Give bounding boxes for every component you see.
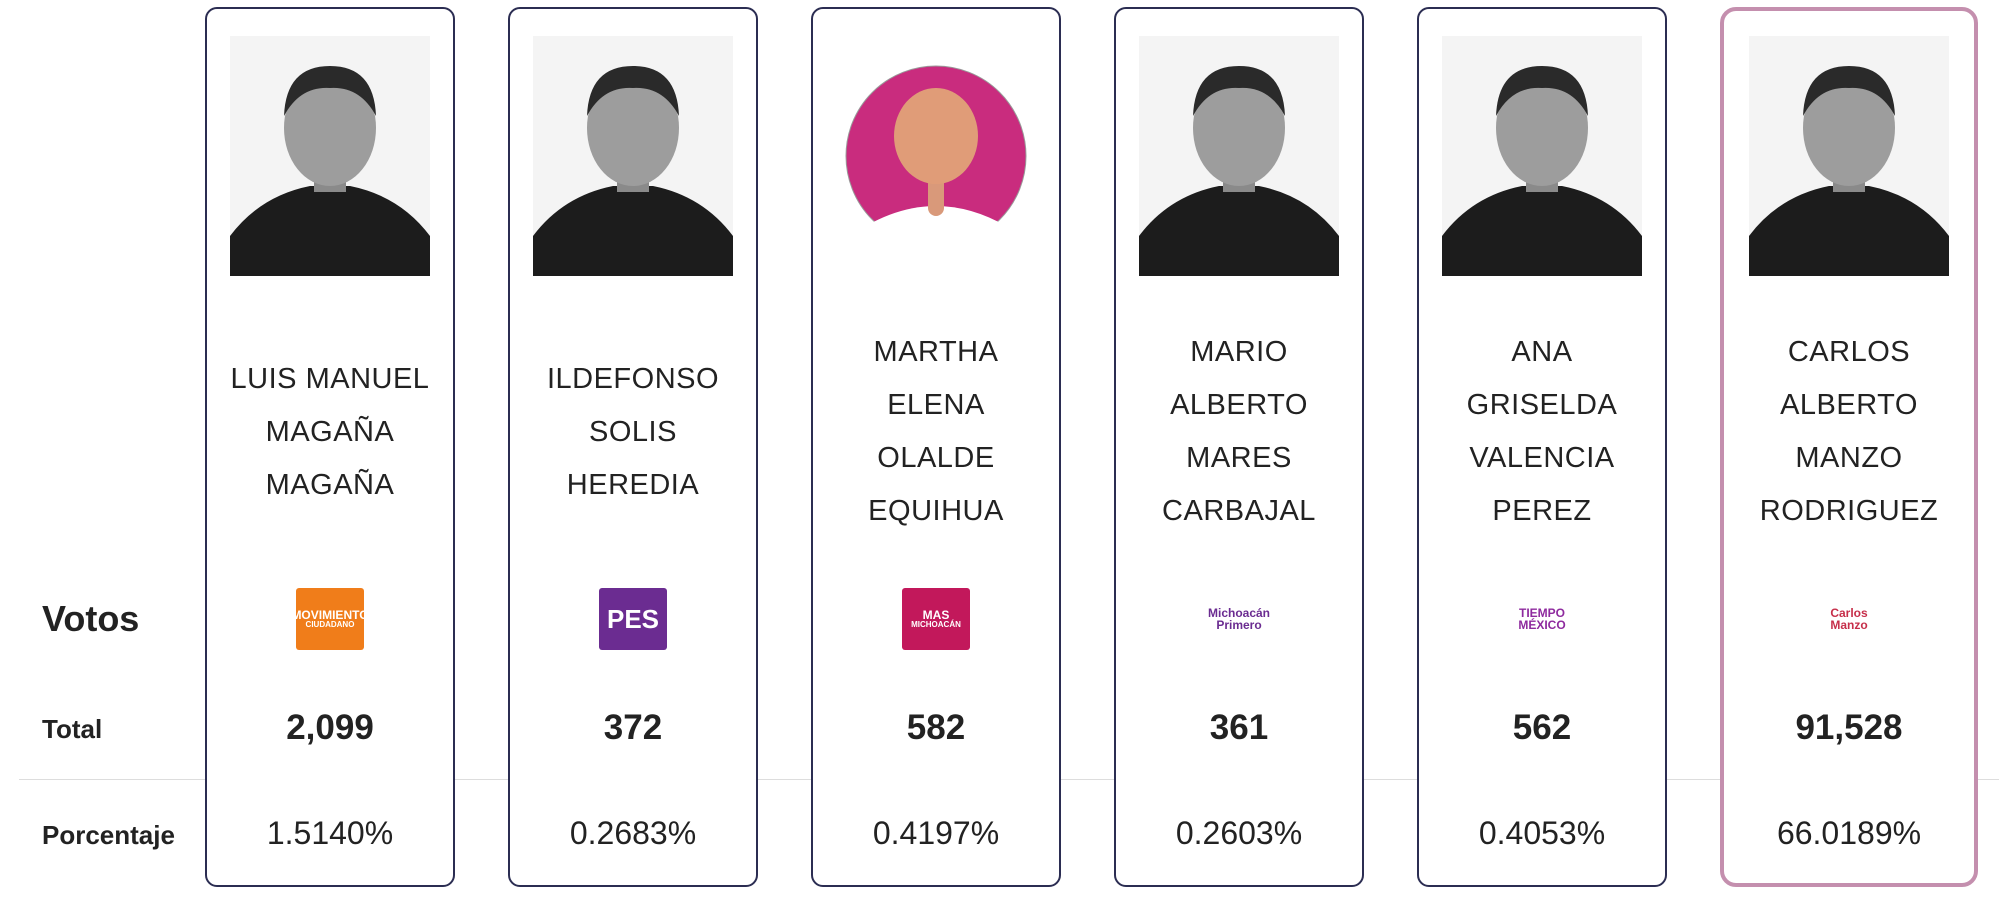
party-logo-text: CIUDADANO xyxy=(305,620,355,629)
party-logo-text: PES xyxy=(606,604,660,634)
candidate-name: VALENCIA xyxy=(1469,442,1615,474)
total-label: Total xyxy=(42,714,103,744)
vote-total: 91,528 xyxy=(1795,708,1903,747)
party-logo-text: MÉXICO xyxy=(1518,618,1566,632)
photo-shape xyxy=(587,70,679,186)
photo-shape xyxy=(1496,70,1588,186)
vote-percentage: 0.4053% xyxy=(1478,815,1606,851)
candidate-name: ILDEFONSO xyxy=(546,362,720,395)
candidate-name: EQUIHUA xyxy=(868,495,1004,527)
vote-total: 361 xyxy=(1209,708,1269,747)
party-logo-text: Carlos xyxy=(1830,606,1868,620)
candidate-name: LUIS MANUEL xyxy=(230,362,430,395)
party-logo-text: Michoacán xyxy=(1207,606,1270,620)
photo-shape xyxy=(284,70,376,186)
photo xyxy=(1139,36,1339,276)
party-logo-text: MOVIMIENTO xyxy=(291,608,369,622)
photo-shape xyxy=(1193,66,1285,116)
vote-percentage: 0.2683% xyxy=(569,815,697,851)
candidate-name: ANA xyxy=(1511,336,1573,368)
photo-shape xyxy=(894,88,978,184)
candidate-name: CARBAJAL xyxy=(1162,495,1316,527)
photo-shape xyxy=(866,206,1006,260)
votes-label: Votos xyxy=(42,598,140,639)
candidate-name: SOLIS xyxy=(589,415,677,448)
vote-percentage: 1.5140% xyxy=(266,815,394,851)
photo-shape xyxy=(230,186,430,276)
party-logo-text: MAS xyxy=(922,608,950,622)
photo xyxy=(1749,36,1949,276)
candidate-name: MARIO xyxy=(1190,336,1288,368)
photo-shape xyxy=(1749,186,1949,276)
vote-percentage: 0.2603% xyxy=(1175,815,1303,851)
party-logo: MOVIMIENTO CIUDADANO xyxy=(291,588,369,650)
party-logo-text: Primero xyxy=(1216,618,1262,632)
candidate-name: ALBERTO xyxy=(1780,389,1918,421)
candidate-name: ALBERTO xyxy=(1170,389,1308,421)
photo-shape xyxy=(1193,70,1285,186)
photo-shape xyxy=(284,66,376,116)
candidate-name: PEREZ xyxy=(1492,495,1592,527)
vote-total: 582 xyxy=(906,708,966,747)
party-logo: PES xyxy=(599,588,667,650)
party-logo-text: MICHOACÁN xyxy=(911,620,961,629)
vote-percentage: 0.4197% xyxy=(872,815,1000,851)
party-logo: Carlos Manzo xyxy=(1815,588,1883,650)
party-logo-text: TIEMPO xyxy=(1518,606,1565,620)
photo-shape xyxy=(587,66,679,116)
candidate-name: MANZO xyxy=(1795,442,1903,474)
party-logo-text: Manzo xyxy=(1830,618,1868,632)
photo-shape xyxy=(1496,66,1588,116)
photo xyxy=(533,36,733,276)
party-logo: Michoacán Primero xyxy=(1205,588,1273,650)
photo-shape xyxy=(1803,66,1895,116)
photo-shape xyxy=(1442,186,1642,276)
vote-percentage: 66.0189% xyxy=(1776,815,1922,851)
candidate-name: MAGAÑA xyxy=(265,468,395,501)
candidate-name: HEREDIA xyxy=(566,468,700,501)
vote-total: 2,099 xyxy=(286,708,374,747)
candidate-name: GRISELDA xyxy=(1466,389,1618,421)
candidate-name: ELENA xyxy=(887,389,985,421)
party-logo: TIEMPO MÉXICO xyxy=(1508,588,1576,650)
candidate-name: OLALDE xyxy=(877,442,995,474)
candidate-name: CARLOS xyxy=(1787,336,1911,368)
photo xyxy=(230,36,430,276)
photo-shape xyxy=(533,186,733,276)
candidate-name: MARTHA xyxy=(873,336,999,368)
candidate-name: MAGAÑA xyxy=(265,415,395,448)
vote-total: 372 xyxy=(603,708,663,747)
photo xyxy=(845,65,1027,260)
photo xyxy=(1442,36,1642,276)
candidate-name: RODRIGUEZ xyxy=(1759,495,1939,527)
percentage-label: Porcentaje xyxy=(42,820,175,850)
party-logo: MAS MICHOACÁN xyxy=(902,588,970,650)
candidate-name: MARES xyxy=(1186,442,1292,474)
photo-shape xyxy=(1139,186,1339,276)
photo-shape xyxy=(1803,70,1895,186)
vote-total: 562 xyxy=(1512,708,1572,747)
